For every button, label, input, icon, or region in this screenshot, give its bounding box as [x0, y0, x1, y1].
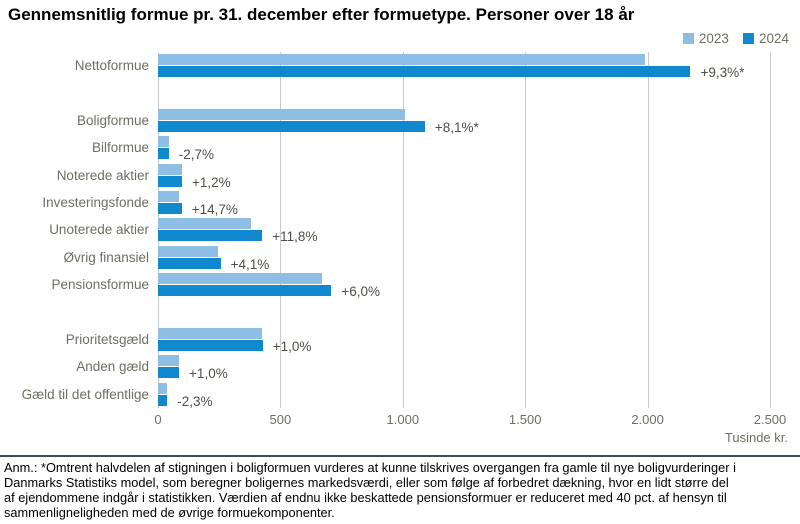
axis-unit-label: Tusinde kr. [724, 430, 788, 445]
bar-2024 [158, 148, 169, 160]
x-tick-label: 0 [154, 412, 162, 427]
bar-group: -2,7% [158, 134, 770, 163]
category-label: Pensionsformue [51, 277, 149, 293]
bar-2024 [158, 230, 263, 242]
bar-group: -2,3% [158, 381, 770, 409]
bar-2023 [158, 136, 169, 148]
bar-2023 [158, 108, 405, 120]
x-tick-label: 1.000 [386, 412, 420, 427]
category-label: Bilformue [91, 140, 149, 156]
legend-item: 2023 [682, 31, 729, 46]
bar-2023 [158, 163, 182, 175]
bar-2023 [158, 273, 322, 285]
gridline-2.500 [770, 52, 771, 408]
chart-row: Øvrig finansiel +4,1% [8, 244, 770, 272]
bar-chart: Nettoformue +9,3%* Boligformue +8,1%* Bilfor… [8, 52, 786, 427]
bar-group: +1,0% [158, 326, 770, 354]
legend: 2023 2024 [682, 31, 789, 46]
category-label: Noterede aktier [56, 167, 149, 183]
chart-row: Gæld til det offentlige -2,3% [8, 381, 770, 409]
group-spacer [8, 298, 770, 325]
category-label: Øvrig finansiel [63, 249, 149, 265]
category-label: Boligformue [76, 112, 149, 128]
x-tick-label: 2.000 [631, 412, 664, 427]
gridline-1.500 [525, 52, 527, 408]
gridline-0 [158, 52, 159, 408]
chart-row: Pensionsformue +6,0% [8, 271, 770, 299]
chart-row: Prioritetsgæld +1,0% [8, 326, 770, 354]
bar-2023 [158, 327, 262, 339]
gridline-2.000 [647, 52, 649, 408]
bar-group: +14,7% [158, 189, 770, 217]
x-axis: 0 500 1.000 1.500 2.000 2.500 [154, 412, 786, 428]
x-tick-label: 500 [269, 412, 292, 427]
chart-row: Bilformue -2,7% [8, 134, 770, 163]
bar-2023 [158, 245, 219, 257]
bar-group: +6,0% [158, 271, 770, 299]
category-label: Prioritetsgæld [65, 331, 149, 347]
bar-2024 [158, 339, 263, 351]
change-label: +9,3%* [700, 65, 745, 80]
category-label: Unoterede aktier [49, 222, 149, 238]
change-label: +1,0% [189, 366, 228, 382]
change-label: -2,3% [177, 393, 213, 409]
bar-2024 [158, 367, 180, 379]
bar-2023 [158, 382, 168, 394]
bar-2024 [158, 257, 221, 269]
change-label: +1,2% [191, 174, 231, 190]
change-label: +14,7% [191, 201, 238, 217]
legend-label: 2023 [698, 31, 729, 46]
category-label: Investeringsfonde [42, 195, 149, 211]
category-label: Nettoformue [74, 58, 149, 74]
legend-item: 2024 [742, 31, 789, 46]
bar-group: +1,0% [158, 353, 770, 382]
bar-2023 [158, 355, 179, 367]
bar-2024 [158, 175, 182, 187]
legend-swatch-2023 [682, 33, 694, 44]
footnote: Anm.: *Omtrent halvdelen af stigningen i… [4, 460, 736, 520]
gridline-1.000 [402, 52, 404, 408]
gridlines [158, 52, 771, 408]
chart-rows: Nettoformue +9,3%* Boligformue +8,1%* Bilfor… [8, 52, 770, 409]
legend-label: 2024 [758, 31, 789, 46]
bar-group: +4,1% [158, 244, 770, 272]
x-tick-label: 2.500 [753, 412, 787, 427]
category-label: Gæld til det offentlige [21, 386, 149, 402]
change-label: +4,1% [230, 256, 270, 272]
change-label: -2,7% [178, 147, 215, 163]
footnote-divider [0, 455, 800, 457]
bar-group: +1,2% [158, 162, 770, 190]
bar-2023 [158, 54, 646, 66]
bar-2023 [158, 218, 252, 230]
group-spacer [8, 79, 770, 106]
bar-2024 [158, 66, 691, 78]
chart-row: Boligformue +8,1%* [8, 107, 770, 135]
x-tick-label: 1.500 [508, 412, 542, 427]
chart-row: Investeringsfonde +14,7% [8, 189, 770, 217]
bar-2024 [158, 394, 168, 406]
bar-2024 [158, 120, 425, 132]
category-label: Anden gæld [76, 359, 149, 375]
bar-2023 [158, 191, 179, 203]
change-label: +11,8% [272, 229, 318, 245]
bar-group: +11,8% [158, 216, 770, 245]
gridline-500 [280, 52, 282, 408]
legend-swatch-2024 [742, 33, 754, 44]
change-label: +6,0% [341, 284, 380, 299]
page-title: Gennemsnitlig formue pr. 31. december ef… [8, 5, 635, 24]
chart-row: Nettoformue +9,3%* [8, 52, 770, 80]
bar-2024 [158, 285, 332, 297]
chart-row: Unoterede aktier +11,8% [8, 216, 770, 245]
chart-row: Anden gæld +1,0% [8, 353, 770, 382]
bar-group: +9,3%* [158, 52, 770, 80]
change-label: +8,1%* [434, 119, 479, 135]
bar-2024 [158, 203, 182, 215]
bar-group: +8,1%* [158, 107, 770, 135]
change-label: +1,0% [272, 338, 312, 354]
chart-row: Noterede aktier +1,2% [8, 162, 770, 190]
